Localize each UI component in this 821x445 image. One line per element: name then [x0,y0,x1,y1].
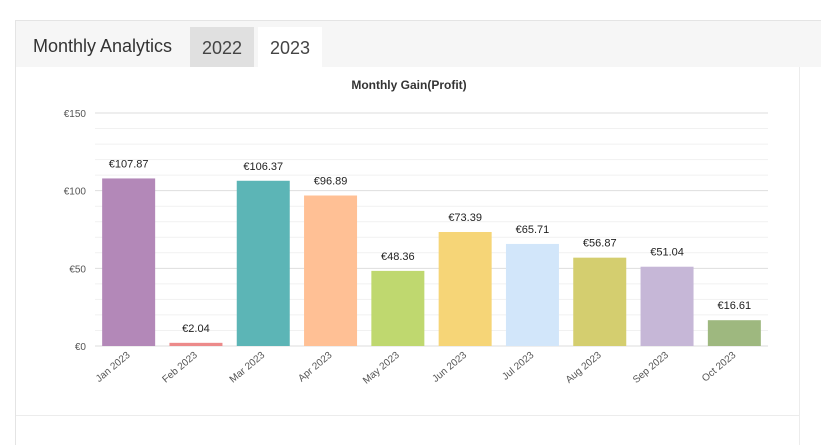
bar[interactable] [573,257,627,346]
y-tick-label: €0 [75,342,87,353]
bar[interactable] [102,178,156,346]
page-title: Monthly Analytics [33,36,173,56]
x-tick-label: Apr 2023 [296,350,334,385]
y-tick-label: €150 [64,109,87,120]
y-tick-label: €100 [64,187,87,198]
data-label: €65.71 [516,224,550,236]
bar[interactable] [707,320,761,346]
bar[interactable] [505,243,559,346]
bar[interactable] [169,342,223,346]
section-divider [16,415,799,416]
x-tick-label: Jan 2023 [94,350,133,385]
bar[interactable] [438,232,492,346]
y-tick-label: €50 [69,264,86,275]
data-label: €48.36 [381,251,415,263]
tab-2023[interactable]: 2023 [258,27,322,67]
data-label: €107.87 [109,158,149,170]
bar[interactable] [236,180,290,346]
x-axis: Jan 2023 Feb 2023 Mar 2023 Apr 2023 May 2023… [94,350,739,387]
data-label: €16.61 [718,300,752,312]
x-tick-label: May 2023 [361,350,402,387]
data-label: €56.87 [583,238,617,250]
x-tick-label: Jul 2023 [500,350,536,383]
bar[interactable] [304,195,358,346]
card-header: Monthly Analytics 2022 2023 [16,21,821,67]
data-label: €73.39 [448,212,482,224]
panel-divider [799,67,800,445]
data-label: €106.37 [243,161,283,173]
x-tick-label: Jun 2023 [430,350,469,385]
bar-series [102,178,761,346]
bar[interactable] [640,266,694,346]
data-label: €96.89 [314,175,348,187]
bar[interactable] [371,270,425,346]
data-label: €2.04 [182,323,210,335]
x-tick-label: Sep 2023 [631,350,671,386]
data-labels: €107.87 €2.04 €106.37 €96.89 €48.36 €73.39 €65… [109,158,751,334]
tab-2022[interactable]: 2022 [190,27,254,67]
y-axis: €0 €50 €100 €150 [64,109,87,353]
data-label: €51.04 [650,247,684,259]
x-tick-label: Oct 2023 [700,350,738,385]
x-tick-label: Mar 2023 [228,350,268,386]
x-tick-label: Aug 2023 [564,350,604,386]
x-tick-label: Feb 2023 [160,350,200,386]
chart-title: Monthly Gain(Profit) [351,78,466,92]
